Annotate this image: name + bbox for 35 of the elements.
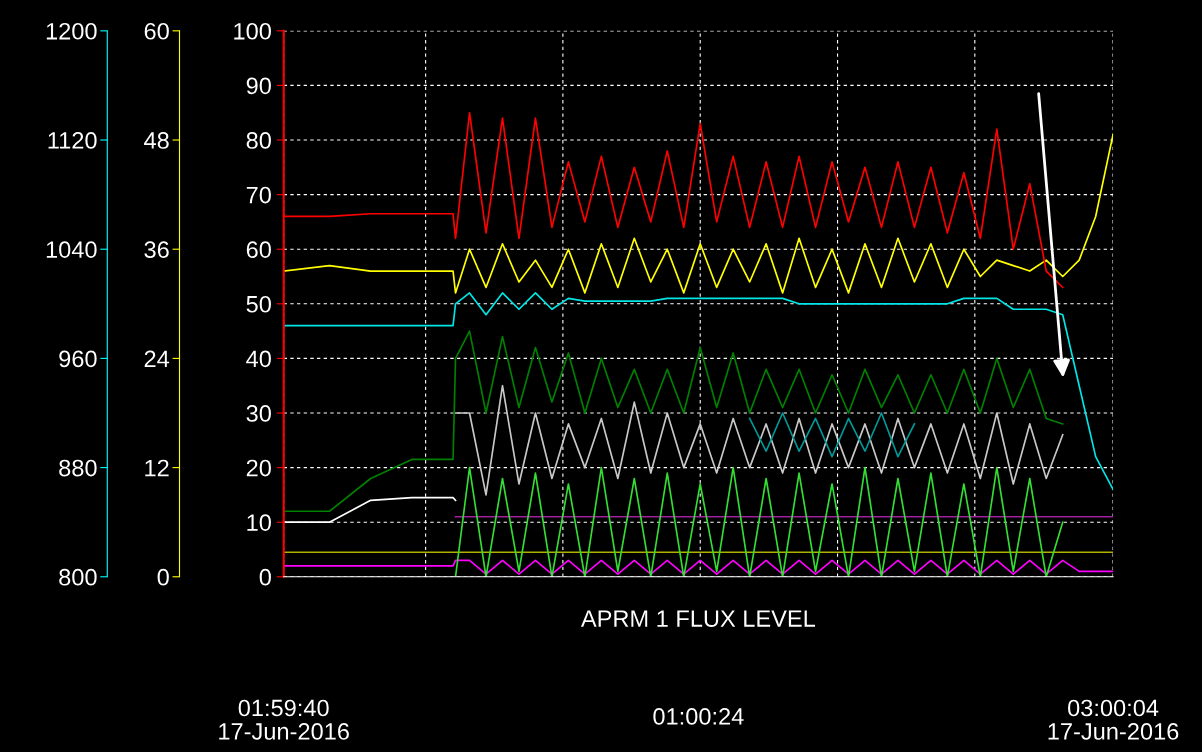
y2-tick-label: 0	[157, 568, 169, 586]
y-tick-label: 60	[246, 241, 271, 258]
line-series	[454, 466, 1064, 577]
y2-tick-label: 48	[144, 132, 169, 149]
text: 17-Jun-2016	[219, 723, 349, 740]
line-series	[283, 133, 1114, 294]
line-series	[283, 330, 1064, 513]
y3-tick-label: 800	[59, 568, 97, 586]
line-series	[454, 384, 1064, 496]
y3-tick-label: 880	[59, 459, 97, 477]
y2-tick-label: 60	[144, 22, 169, 40]
y-tick-label: 50	[246, 295, 271, 313]
text: 01:00:24	[653, 708, 744, 725]
text: 17-Jun-2016	[1048, 723, 1179, 740]
y3-tick-label: 1200	[46, 22, 97, 40]
y2-tick-label: 12	[145, 459, 169, 477]
y-tick-label: 40	[246, 350, 271, 368]
x-tick-label: 03:00:04	[1068, 699, 1159, 717]
y3-tick-label: 960	[59, 350, 97, 368]
y-tick-label: 0	[259, 568, 271, 586]
x-tick-label: 01:59:40	[238, 699, 329, 717]
y-tick-label: 20	[246, 459, 271, 477]
y2-tick-label: 24	[144, 350, 170, 367]
y-tick-label: 10	[247, 514, 271, 531]
y-tick-label: 30	[246, 405, 271, 422]
x-axis-title: APRM 1 FLUX LEVEL	[580, 610, 816, 627]
y3-tick-label: 1040	[46, 241, 97, 258]
y-tick-label: 90	[246, 77, 271, 95]
y3-tick-label: 1120	[48, 132, 97, 149]
y-tick-label: 100	[234, 22, 271, 40]
line-series	[283, 292, 1114, 491]
y2-tick-label: 36	[144, 241, 169, 258]
y-tick-label: 70	[246, 186, 271, 204]
line-series	[748, 412, 916, 458]
y-tick-label: 80	[246, 132, 271, 149]
